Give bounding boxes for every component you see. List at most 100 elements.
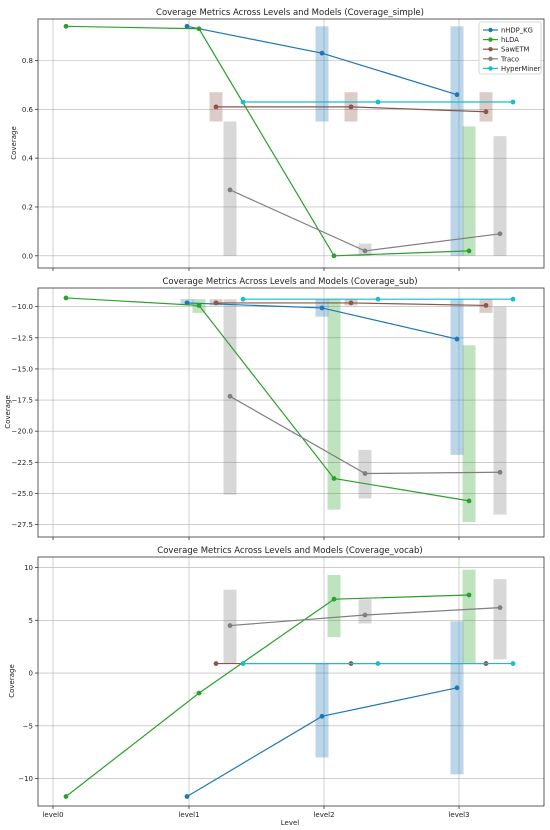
data-point bbox=[510, 661, 516, 666]
x-axis-label: Level bbox=[281, 819, 300, 827]
error-band bbox=[462, 569, 476, 664]
data-point bbox=[362, 612, 368, 618]
data-point bbox=[196, 26, 202, 32]
data-point bbox=[213, 104, 219, 110]
panel-title: Coverage Metrics Across Levels and Model… bbox=[157, 546, 422, 556]
data-point bbox=[63, 23, 69, 29]
data-point bbox=[319, 50, 325, 56]
data-point bbox=[466, 592, 472, 598]
y-tick-label: −10.0 bbox=[12, 303, 33, 311]
legend-marker bbox=[488, 27, 493, 33]
data-point bbox=[240, 661, 246, 666]
data-point bbox=[454, 92, 460, 98]
data-point bbox=[362, 471, 368, 476]
data-point bbox=[375, 296, 381, 302]
y-tick-label: −15.0 bbox=[12, 365, 33, 373]
data-point bbox=[213, 661, 219, 666]
axes-frame bbox=[37, 18, 545, 269]
x-tick-label: level3 bbox=[448, 811, 469, 819]
data-point bbox=[497, 469, 503, 475]
y-tick-label: 5 bbox=[29, 617, 33, 625]
data-point bbox=[196, 690, 202, 696]
data-point bbox=[348, 104, 354, 110]
panel-vocab: Coverage Metrics Across Levels and Model… bbox=[8, 546, 545, 819]
data-point bbox=[63, 794, 69, 799]
data-point bbox=[466, 248, 472, 254]
y-axis-label: Coverage bbox=[8, 664, 16, 698]
y-tick-label: 0.2 bbox=[22, 203, 33, 211]
y-tick-label: 0.6 bbox=[22, 106, 34, 114]
data-point bbox=[227, 393, 233, 399]
axes-frame bbox=[37, 556, 545, 807]
data-point bbox=[213, 300, 219, 306]
y-tick-label: 10 bbox=[24, 564, 33, 572]
data-point bbox=[510, 296, 516, 302]
legend-marker bbox=[488, 47, 493, 52]
data-point bbox=[227, 623, 233, 628]
data-point bbox=[454, 685, 460, 691]
data-point bbox=[227, 187, 233, 193]
y-tick-label: −10 bbox=[18, 775, 33, 783]
error-band bbox=[450, 26, 464, 256]
legend-label: HyperMiner bbox=[501, 65, 541, 73]
error-band bbox=[493, 306, 507, 515]
legend-marker bbox=[488, 56, 493, 61]
data-point bbox=[63, 295, 69, 301]
data-point bbox=[319, 713, 325, 719]
data-point bbox=[348, 300, 354, 306]
error-band bbox=[462, 345, 476, 523]
data-point bbox=[362, 248, 368, 254]
y-tick-label: −25.0 bbox=[12, 490, 33, 498]
panel-title: Coverage Metrics Across Levels and Model… bbox=[162, 277, 417, 287]
legend-marker bbox=[488, 66, 493, 71]
legend-label: Traco bbox=[500, 55, 519, 63]
data-point bbox=[196, 303, 202, 308]
data-point bbox=[319, 305, 325, 311]
data-point bbox=[375, 99, 381, 105]
error-band bbox=[462, 126, 476, 256]
data-point bbox=[331, 253, 337, 259]
panel-simple: Coverage Metrics Across Levels and Model… bbox=[10, 8, 545, 271]
data-point bbox=[240, 296, 246, 302]
error-band bbox=[315, 26, 329, 122]
y-tick-label: −5 bbox=[23, 722, 33, 730]
y-tick-label: −22.5 bbox=[12, 459, 33, 467]
legend-label: hLDA bbox=[501, 36, 519, 44]
legend-marker bbox=[488, 37, 493, 42]
error-band bbox=[450, 621, 464, 775]
x-tick-label: level2 bbox=[313, 811, 334, 819]
panel-sub: Coverage Metrics Across Levels and Model… bbox=[4, 277, 545, 540]
series-line bbox=[65, 25, 470, 257]
y-tick-label: −20.0 bbox=[12, 428, 33, 436]
error-band bbox=[479, 92, 493, 122]
y-tick-label: −17.5 bbox=[12, 397, 33, 405]
legend-label: SawETM bbox=[501, 46, 529, 54]
data-point bbox=[331, 596, 337, 602]
data-point bbox=[375, 661, 381, 666]
panel-title: Coverage Metrics Across Levels and Model… bbox=[156, 8, 424, 18]
x-tick-label: level1 bbox=[178, 811, 199, 819]
data-point bbox=[331, 476, 337, 481]
y-tick-label: 0 bbox=[29, 670, 33, 678]
data-point bbox=[184, 23, 190, 29]
legend-label: nHDP_KG bbox=[501, 27, 533, 35]
error-band bbox=[493, 136, 507, 256]
error-band bbox=[358, 599, 372, 624]
legend-frame bbox=[478, 21, 542, 75]
data-point bbox=[483, 109, 489, 115]
data-point bbox=[466, 498, 472, 504]
data-point bbox=[454, 336, 460, 342]
data-point bbox=[497, 605, 503, 611]
series-line bbox=[65, 297, 470, 502]
error-band bbox=[315, 663, 329, 758]
x-tick-label: level0 bbox=[42, 811, 63, 819]
error-band bbox=[327, 574, 341, 638]
y-tick-label: 0.8 bbox=[22, 57, 33, 65]
error-band bbox=[450, 299, 464, 455]
y-tick-label: 0.4 bbox=[22, 155, 34, 163]
y-axis-label: Coverage bbox=[10, 126, 18, 160]
y-tick-label: 0.0 bbox=[22, 252, 33, 260]
data-point bbox=[240, 99, 246, 105]
